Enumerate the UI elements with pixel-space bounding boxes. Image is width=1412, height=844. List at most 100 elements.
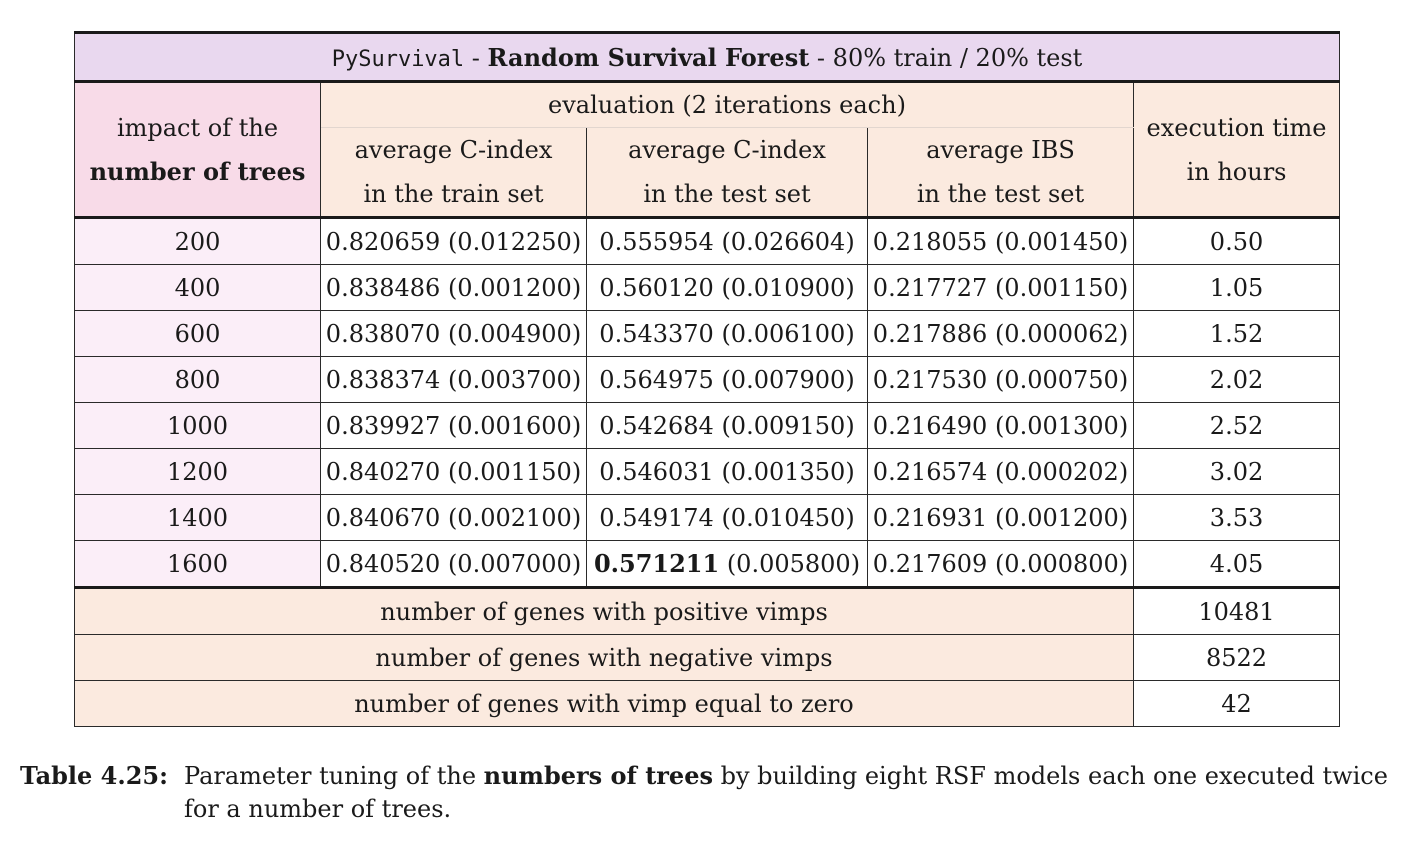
train-cindex-cell: 0.840520 (0.007000) bbox=[320, 540, 587, 589]
hours-cell: 3.02 bbox=[1132, 448, 1341, 495]
test-cindex-sd: (0.010900) bbox=[713, 273, 855, 302]
train-cindex-cell: 0.838070 (0.004900) bbox=[320, 310, 587, 357]
hours-cell: 2.52 bbox=[1132, 402, 1341, 449]
test-cindex-cell: 0.549174 (0.010450) bbox=[586, 494, 868, 541]
test-cindex-sd: (0.007900) bbox=[713, 365, 855, 394]
title-separator: - bbox=[464, 43, 488, 72]
title-split: 80% train / 20% test bbox=[832, 43, 1083, 72]
test-cindex-cell: 0.555954 (0.026604) bbox=[586, 217, 868, 265]
test-ibs-cell: 0.217886 (0.000062) bbox=[867, 310, 1134, 357]
header-impact-line1: impact of the bbox=[116, 113, 279, 142]
hours-cell: 3.53 bbox=[1132, 494, 1341, 541]
trees-cell: 600 bbox=[74, 310, 321, 357]
header-train-line2: in the train set bbox=[363, 180, 544, 208]
table-row: 1400 0.840670 (0.002100) 0.549174 (0.010… bbox=[74, 494, 1341, 541]
test-cindex-value: 0.560120 bbox=[599, 273, 714, 302]
summary-row: number of genes with negative vimps 8522 bbox=[74, 634, 1341, 681]
table-row: 400 0.838486 (0.001200) 0.560120 (0.0109… bbox=[74, 264, 1341, 311]
test-cindex-value: 0.564975 bbox=[599, 365, 714, 394]
summary-row: number of genes with vimp equal to zero … bbox=[74, 680, 1341, 727]
test-cindex-cell: 0.560120 (0.010900) bbox=[586, 264, 868, 311]
table-row: 200 0.820659 (0.012250) 0.555954 (0.0266… bbox=[74, 217, 1341, 265]
header-exec-line2: in hours bbox=[1186, 157, 1287, 186]
trees-cell: 1200 bbox=[74, 448, 321, 495]
summary-value: 8522 bbox=[1132, 634, 1341, 681]
test-cindex-sd: (0.001350) bbox=[713, 457, 855, 486]
summary-label: number of genes with positive vimps bbox=[74, 587, 1134, 635]
summary-row: number of genes with positive vimps 1048… bbox=[74, 587, 1341, 635]
test-ibs-cell: 0.217609 (0.000800) bbox=[867, 540, 1134, 589]
header-impact: impact of the number of trees bbox=[74, 81, 321, 219]
test-cindex-sd: (0.009150) bbox=[713, 411, 855, 440]
test-cindex-cell: 0.564975 (0.007900) bbox=[586, 356, 868, 403]
hours-cell: 1.05 bbox=[1132, 264, 1341, 311]
summary-label: number of genes with vimp equal to zero bbox=[74, 680, 1134, 727]
header-row-2: average C-index in the train set average… bbox=[75, 127, 1340, 219]
header-test-line1: average C-index bbox=[628, 136, 826, 164]
train-cindex-cell: 0.840670 (0.002100) bbox=[320, 494, 587, 541]
results-table: PySurvival - Random Survival Forest - 80… bbox=[73, 31, 1341, 727]
summary-value: 42 bbox=[1132, 680, 1341, 727]
train-cindex-cell: 0.838374 (0.003700) bbox=[320, 356, 587, 403]
test-cindex-value: 0.555954 bbox=[599, 227, 714, 256]
trees-cell: 200 bbox=[74, 217, 321, 265]
test-cindex-value: 0.549174 bbox=[599, 503, 714, 532]
trees-cell: 1600 bbox=[74, 540, 321, 589]
test-cindex-sd: (0.006100) bbox=[713, 319, 855, 348]
table-row: 800 0.838374 (0.003700) 0.564975 (0.0079… bbox=[74, 356, 1341, 403]
header-ibs-line2: in the test set bbox=[916, 180, 1085, 208]
caption-label: Table 4.25: bbox=[20, 761, 168, 790]
header-evaluation: evaluation (2 iterations each) bbox=[320, 81, 1134, 128]
header-test-line2: in the test set bbox=[643, 180, 811, 208]
train-cindex-cell: 0.838486 (0.001200) bbox=[320, 264, 587, 311]
test-cindex-cell: 0.542684 (0.009150) bbox=[586, 402, 868, 449]
test-ibs-cell: 0.218055 (0.001450) bbox=[867, 217, 1134, 265]
header-train-line1: average C-index bbox=[354, 136, 553, 164]
test-cindex-sd: (0.005800) bbox=[719, 550, 861, 578]
header-test-ibs: average IBS in the test set bbox=[867, 127, 1134, 219]
header-ibs-line1: average IBS bbox=[926, 136, 1075, 164]
test-cindex-cell: 0.546031 (0.001350) bbox=[586, 448, 868, 495]
hours-cell: 0.50 bbox=[1132, 217, 1341, 265]
table-row: 1200 0.840270 (0.001150) 0.546031 (0.001… bbox=[74, 448, 1341, 495]
trees-cell: 400 bbox=[74, 264, 321, 311]
test-cindex-cell: 0.543370 (0.006100) bbox=[586, 310, 868, 357]
header-row-1: impact of the number of trees evaluation… bbox=[74, 81, 1341, 219]
table-title-row: PySurvival - Random Survival Forest - 80… bbox=[73, 31, 1341, 83]
header-test-cindex: average C-index in the test set bbox=[586, 127, 868, 219]
caption-text-bold: numbers of trees bbox=[483, 761, 713, 790]
table-caption: Table 4.25: Parameter tuning of the numb… bbox=[20, 759, 1400, 826]
hours-cell: 4.05 bbox=[1132, 540, 1341, 589]
trees-cell: 1000 bbox=[74, 402, 321, 449]
test-cindex-value: 0.542684 bbox=[599, 411, 714, 440]
caption-text: Parameter tuning of the numbers of trees… bbox=[184, 759, 1400, 826]
title-library: PySurvival bbox=[331, 46, 465, 72]
hours-cell: 2.02 bbox=[1132, 356, 1341, 403]
table-row: 600 0.838070 (0.004900) 0.543370 (0.0061… bbox=[74, 310, 1341, 357]
test-ibs-cell: 0.216490 (0.001300) bbox=[867, 402, 1134, 449]
title-separator: - bbox=[809, 43, 833, 72]
test-ibs-cell: 0.216931 (0.001200) bbox=[867, 494, 1134, 541]
summary-value: 10481 bbox=[1132, 587, 1341, 635]
header-execution-time: execution time in hours bbox=[1132, 81, 1341, 219]
caption-text-before: Parameter tuning of the bbox=[184, 762, 484, 790]
test-ibs-cell: 0.217530 (0.000750) bbox=[867, 356, 1134, 403]
train-cindex-cell: 0.820659 (0.012250) bbox=[320, 217, 587, 265]
train-cindex-cell: 0.840270 (0.001150) bbox=[320, 448, 587, 495]
table-row: 1600 0.840520 (0.007000) 0.571211 (0.005… bbox=[74, 540, 1341, 589]
train-cindex-cell: 0.839927 (0.001600) bbox=[320, 402, 587, 449]
header-exec-line1: execution time bbox=[1146, 113, 1327, 142]
hours-cell: 1.52 bbox=[1132, 310, 1341, 357]
test-cindex-sd: (0.026604) bbox=[713, 227, 855, 256]
header-impact-line2: number of trees bbox=[89, 156, 306, 186]
trees-cell: 1400 bbox=[74, 494, 321, 541]
test-ibs-cell: 0.217727 (0.001150) bbox=[867, 264, 1134, 311]
test-cindex-value: 0.543370 bbox=[599, 319, 714, 348]
best-test-cindex-value: 0.571211 bbox=[593, 549, 720, 578]
caption-text-after: by building eight RSF models each one ex… bbox=[184, 762, 1388, 823]
test-cindex-cell: 0.571211 (0.005800) bbox=[586, 540, 868, 589]
table-row: 1000 0.839927 (0.001600) 0.542684 (0.009… bbox=[74, 402, 1341, 449]
test-cindex-sd: (0.010450) bbox=[713, 503, 855, 532]
summary-label: number of genes with negative vimps bbox=[74, 634, 1134, 681]
trees-cell: 800 bbox=[74, 356, 321, 403]
